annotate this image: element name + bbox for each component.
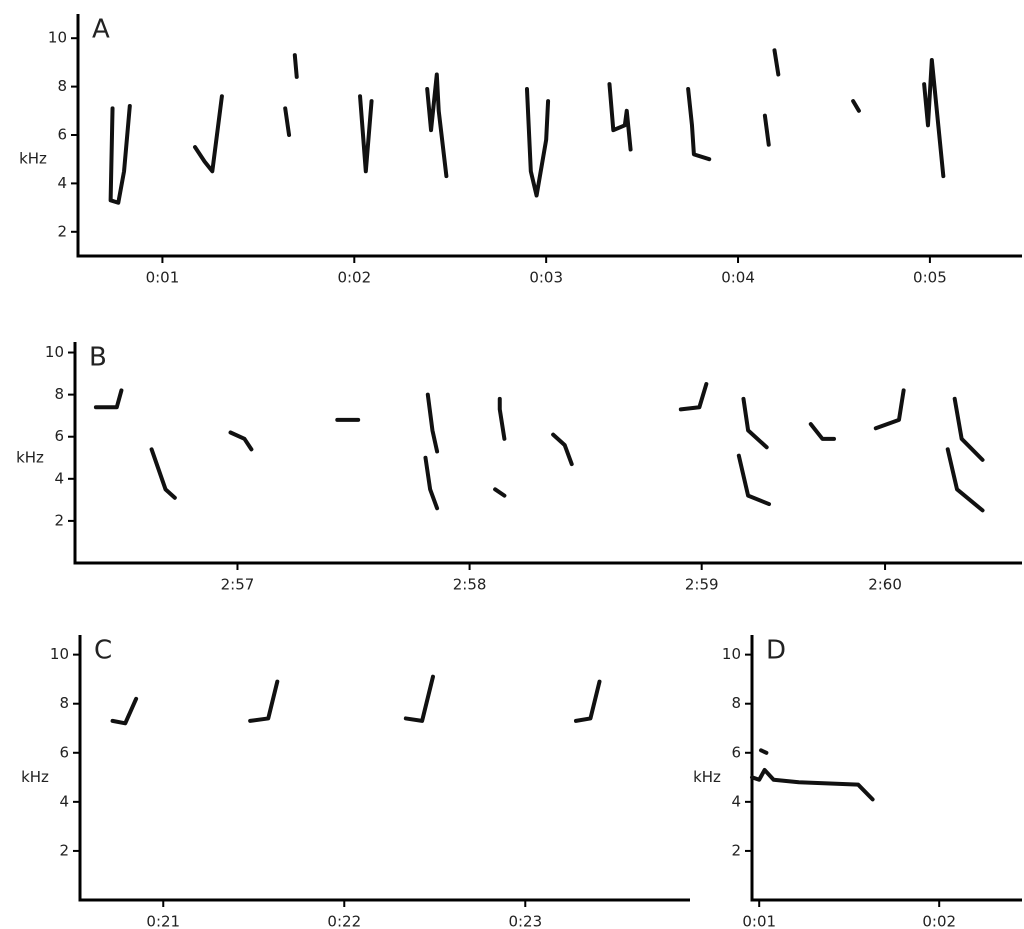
x-tick-label: 0:22 <box>327 913 361 929</box>
y-axis-label: kHz <box>21 768 49 786</box>
syllable <box>759 748 769 755</box>
syllable <box>93 388 124 410</box>
y-tick-label: 10 <box>48 29 67 47</box>
syllable <box>248 679 280 723</box>
syllable <box>945 447 985 513</box>
syllable <box>772 48 781 77</box>
y-tick-label: 8 <box>59 694 69 712</box>
x-tick-label: 0:21 <box>146 913 180 929</box>
y-tick-label: 6 <box>731 743 741 761</box>
syllable <box>551 432 574 467</box>
y-tick-label: 8 <box>57 77 67 95</box>
y-tick-label: 2 <box>57 222 67 240</box>
y-tick-label: 4 <box>54 469 64 487</box>
syllable <box>750 767 875 802</box>
y-tick-label: 2 <box>59 841 69 859</box>
x-tick-label: 2:57 <box>221 576 255 594</box>
x-tick-label: 0:01 <box>146 269 180 287</box>
y-tick-label: 6 <box>59 743 69 761</box>
y-tick-label: 4 <box>731 792 741 810</box>
y-tick-label: 10 <box>50 645 69 663</box>
syllable <box>358 94 374 174</box>
syllable <box>193 94 224 174</box>
y-tick-label: 8 <box>54 385 64 403</box>
y-axis-label: kHz <box>16 448 44 466</box>
x-tick-label: 0:01 <box>742 913 776 929</box>
syllable <box>228 430 254 452</box>
x-tick-label: 0:02 <box>337 269 371 287</box>
y-tick-label: 6 <box>54 427 64 445</box>
syllable <box>149 447 177 500</box>
x-tick-label: 0:03 <box>529 269 563 287</box>
syllable <box>283 106 292 137</box>
syllable <box>493 487 507 498</box>
syllable <box>873 388 906 431</box>
y-tick-label: 10 <box>45 343 64 361</box>
y-tick-label: 2 <box>54 511 64 529</box>
syllable <box>851 99 861 113</box>
syllable <box>573 679 602 723</box>
y-axis-label: kHz <box>693 768 721 786</box>
syllable <box>922 57 946 179</box>
syllable <box>423 455 440 511</box>
y-tick-label: 10 <box>722 645 741 663</box>
syllable <box>808 422 836 441</box>
x-tick-label: 0:23 <box>508 913 542 929</box>
syllable <box>524 87 551 198</box>
syllable <box>678 382 709 412</box>
syllable <box>108 103 132 205</box>
x-tick-label: 2:58 <box>453 576 487 594</box>
syllable <box>110 696 139 726</box>
y-axis-label: kHz <box>19 150 47 168</box>
y-tick-label: 2 <box>731 841 741 859</box>
x-tick-label: 0:04 <box>721 269 755 287</box>
panel-label: D <box>766 636 786 666</box>
y-tick-label: 6 <box>57 126 67 144</box>
syllable <box>686 87 712 162</box>
syllable <box>403 674 435 723</box>
syllable <box>607 82 633 152</box>
y-tick-label: 4 <box>57 174 67 192</box>
syllable <box>497 396 507 441</box>
y-tick-label: 8 <box>731 694 741 712</box>
syllable <box>762 113 771 147</box>
panel-label: B <box>89 343 107 373</box>
syllable <box>952 396 985 462</box>
syllable <box>425 72 449 179</box>
panel-label: A <box>92 15 110 45</box>
x-tick-label: 0:02 <box>922 913 956 929</box>
y-tick-label: 4 <box>59 792 69 810</box>
panel-label: C <box>94 636 112 666</box>
syllable <box>736 453 772 507</box>
syllable <box>292 53 299 79</box>
x-tick-label: 0:05 <box>913 269 947 287</box>
x-tick-label: 2:60 <box>868 576 902 594</box>
syllable <box>425 392 440 454</box>
x-tick-label: 2:59 <box>685 576 719 594</box>
syllable <box>741 396 769 450</box>
